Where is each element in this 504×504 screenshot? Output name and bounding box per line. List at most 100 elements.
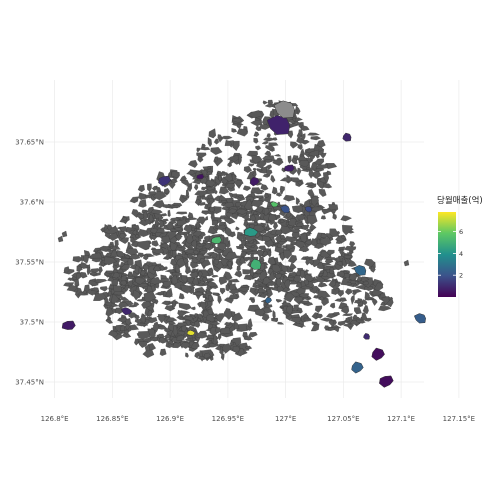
- district-polygon: [231, 118, 243, 123]
- district-polygon: [265, 304, 273, 309]
- district-polygon: [250, 119, 263, 127]
- legend-tick-label: 6: [459, 228, 463, 236]
- district-polygon: [183, 233, 189, 241]
- district-polygon: [91, 257, 101, 263]
- district-polygon: [287, 254, 298, 264]
- district-polygon: [121, 332, 132, 338]
- district-polygon: [228, 294, 239, 300]
- district-polygon: [278, 219, 285, 223]
- district-polygon: [242, 185, 252, 191]
- district-polygon: [293, 275, 302, 283]
- district-polygon: [110, 250, 118, 258]
- district-polygon: [205, 314, 216, 323]
- district-polygon: [317, 290, 331, 299]
- district-polygon: [63, 266, 70, 274]
- y-tick-label: 37.45°N: [15, 379, 44, 387]
- district-polygon: [214, 156, 218, 163]
- district-polygon: [231, 128, 238, 133]
- district-polygon: [295, 222, 304, 227]
- district-polygon: [220, 199, 227, 203]
- district-polygon: [190, 341, 200, 350]
- district-polygon: [185, 266, 192, 275]
- district-polygon: [305, 229, 314, 233]
- district-polygon: [204, 235, 210, 243]
- district-polygon: [119, 226, 128, 232]
- district-polygon: [316, 261, 325, 270]
- district-polygon: [209, 206, 215, 213]
- district-polygon: [272, 309, 276, 320]
- district-polygon: [111, 293, 120, 304]
- district-polygon: [176, 335, 185, 341]
- district-polygon: [316, 313, 323, 319]
- district-polygon: [72, 256, 84, 263]
- district-polygon: [129, 196, 139, 204]
- district-polygon: [107, 277, 114, 282]
- district-polygon: [194, 243, 208, 247]
- y-tick-label: 37.65°N: [15, 139, 44, 147]
- district-polygon: [284, 236, 300, 243]
- district-polygon: [207, 137, 212, 147]
- district-polygon: [158, 243, 170, 249]
- district-polygon: [137, 228, 150, 237]
- district-polygon: [250, 253, 254, 260]
- district-polygon: [311, 238, 318, 247]
- district-polygon: [183, 224, 193, 234]
- district-polygon: [236, 286, 250, 292]
- district-polygon: [103, 256, 118, 266]
- district-polygon: [331, 208, 336, 214]
- district-polygon: [252, 170, 257, 177]
- district-polygon: [199, 258, 205, 264]
- district-polygon: [332, 213, 337, 220]
- district-polygon: [153, 265, 161, 272]
- district-polygon: [152, 191, 167, 201]
- district-polygon: [239, 257, 247, 264]
- x-tick-label: 127.1°E: [387, 415, 415, 423]
- district-polygon: [175, 245, 187, 252]
- district-polygon: [196, 216, 206, 226]
- district-polygon: [146, 278, 152, 283]
- district-polygon: [345, 317, 350, 323]
- legend-tick-label: 4: [459, 250, 463, 258]
- district-polygon: [107, 224, 113, 231]
- district-polygon: [275, 229, 283, 236]
- district-polygon: [67, 277, 75, 281]
- district-polygon: [243, 336, 253, 341]
- district-polygon: [324, 325, 329, 330]
- district-polygon: [185, 352, 189, 358]
- district-polygon: [139, 314, 146, 325]
- district-polygon-highlighted: [379, 375, 394, 388]
- legend: 당월매출(억) 2 4 6: [437, 195, 483, 297]
- district-polygon: [192, 337, 196, 342]
- district-polygon: [57, 235, 64, 243]
- district-polygon-highlighted: [121, 307, 133, 315]
- district-polygon: [177, 244, 183, 248]
- district-polygon: [364, 291, 371, 300]
- district-polygon: [197, 202, 206, 206]
- district-polygon: [252, 167, 257, 172]
- district-polygon: [228, 288, 241, 295]
- district-polygon: [243, 165, 253, 173]
- district-polygon: [290, 141, 299, 149]
- district-polygon: [191, 239, 197, 250]
- district-polygon: [298, 300, 311, 304]
- district-polygon: [350, 280, 357, 285]
- district-polygon: [144, 344, 151, 352]
- district-polygon: [105, 270, 114, 274]
- district-polygon: [137, 184, 145, 193]
- district-polygon: [119, 324, 126, 332]
- district-polygon: [332, 312, 341, 316]
- district-polygon: [361, 312, 368, 321]
- district-polygon: [159, 265, 165, 271]
- district-polygon: [303, 279, 309, 286]
- district-polygon: [145, 261, 151, 266]
- district-polygon: [258, 269, 268, 281]
- district-polygon: [213, 138, 220, 145]
- district-polygon: [217, 333, 222, 341]
- map-axis-labels: 126.8°E 126.85°E 126.9°E 126.95°E 127°E 127.0…: [15, 139, 475, 424]
- district-polygon: [233, 321, 240, 330]
- district-polygon: [223, 308, 233, 320]
- district-polygon: [148, 276, 162, 285]
- district-polygon: [177, 331, 186, 335]
- district-polygon: [175, 233, 182, 242]
- district-polygon: [224, 227, 232, 237]
